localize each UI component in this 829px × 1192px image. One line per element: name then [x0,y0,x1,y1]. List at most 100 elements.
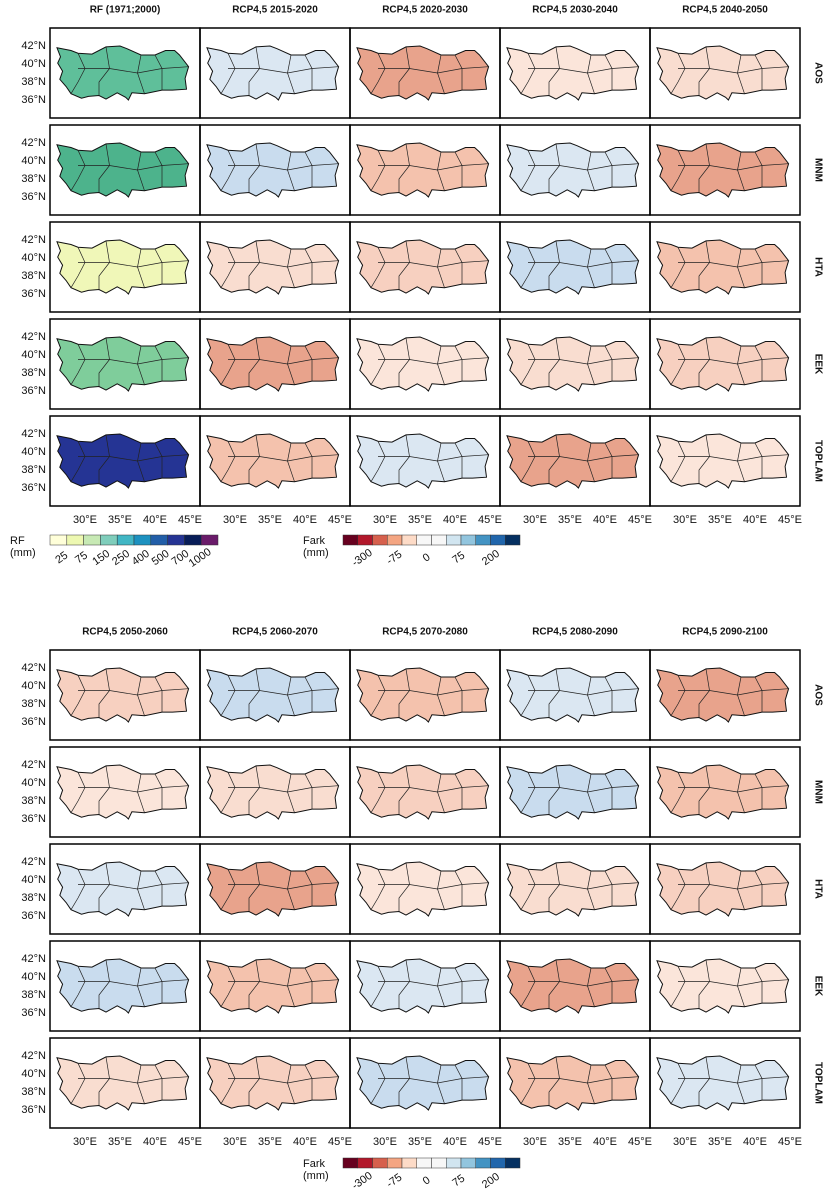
lon-tick-label: 45°E [628,514,652,526]
colorbar-cell [67,535,84,545]
colorbar-cell [417,1158,432,1168]
map-panel [650,28,800,118]
colorbar-title: Fark [303,535,326,547]
map-panel [650,319,800,409]
colorbar-label: -300 [350,1170,375,1192]
map-panel [500,416,650,506]
map-panel [650,222,800,312]
colorbar-cell [358,1158,373,1168]
lat-tick-label: 36°N [21,910,46,922]
lon-tick-label: 45°E [478,514,502,526]
country-shape [657,337,789,391]
map-panel [650,747,800,837]
map-panel [650,1038,800,1128]
lon-tick-label: 45°E [178,1136,202,1148]
country-shape [207,959,339,1013]
lon-tick-label: 30°E [523,1136,547,1148]
lat-tick-label: 40°N [21,446,46,458]
lat-tick-label: 40°N [21,155,46,167]
map-panel [350,28,500,118]
lat-tick-label: 40°N [21,680,46,692]
lat-tick-label: 38°N [21,698,46,710]
country-shape [657,668,789,722]
country-shape [207,240,339,294]
country-shape [57,862,189,916]
country-shape [57,434,189,488]
colorbar-cell [402,535,417,545]
column-title: RCP4,5 2070-2080 [382,627,468,638]
lon-tick-label: 40°E [293,514,317,526]
lat-tick-label: 38°N [21,270,46,282]
map-panel [200,650,350,740]
lat-tick-label: 36°N [21,94,46,106]
row-label: MNM [812,780,823,804]
lat-tick-label: 42°N [21,137,46,149]
lon-tick-label: 35°E [258,1136,282,1148]
colorbar-cell [100,535,117,545]
map-panel [50,222,200,312]
lat-tick-label: 36°N [21,1007,46,1019]
lat-tick-label: 42°N [21,856,46,868]
colorbar-title: RF [10,535,25,547]
map-panel [350,125,500,215]
map-panel [50,319,200,409]
colorbar-cell [343,1158,358,1168]
colorbar-cell [505,1158,520,1168]
map-panel [350,844,500,934]
map-panel [200,125,350,215]
colorbar-label: -75 [384,548,404,567]
country-shape [57,240,189,294]
country-shape [57,1056,189,1110]
country-shape [507,1056,639,1110]
country-shape [657,143,789,197]
map-panel [350,319,500,409]
lon-tick-label: 40°E [143,1136,167,1148]
colorbar-cell [491,1158,506,1168]
lat-tick-label: 40°N [21,58,46,70]
column-title: RCP4,5 2080-2090 [532,627,618,638]
lon-tick-label: 35°E [558,1136,582,1148]
colorbar-cell [432,535,447,545]
colorbar-cell [491,535,506,545]
lat-tick-label: 36°N [21,813,46,825]
lon-tick-label: 45°E [328,1136,352,1148]
country-shape [657,862,789,916]
lon-tick-label: 35°E [108,514,132,526]
lat-tick-label: 40°N [21,252,46,264]
row-label: TOPLAM [812,440,823,482]
country-shape [657,1056,789,1110]
map-panel [650,844,800,934]
lat-tick-label: 38°N [21,1086,46,1098]
colorbar-label: 75 [73,549,90,566]
country-shape [357,765,489,819]
lat-tick-label: 36°N [21,191,46,203]
colorbar-cell [476,535,491,545]
colorbar-cell [461,535,476,545]
map-panel [200,1038,350,1128]
lon-tick-label: 30°E [523,514,547,526]
colorbar-cell [432,1158,447,1168]
lon-tick-label: 30°E [373,1136,397,1148]
colorbar-cell [184,535,201,545]
colorbar-label: -300 [350,547,375,569]
lon-tick-label: 45°E [778,1136,802,1148]
colorbar-label: 0 [421,551,433,564]
lat-tick-label: 36°N [21,482,46,494]
map-panel [500,941,650,1031]
lat-tick-label: 36°N [21,385,46,397]
row-label: EEK [812,354,823,375]
lat-tick-label: 36°N [21,288,46,300]
country-shape [57,959,189,1013]
country-shape [57,46,189,100]
map-panel [500,125,650,215]
colorbar-cell [343,535,358,545]
column-title: RCP4,5 2040-2050 [682,5,768,16]
country-shape [207,1056,339,1110]
lon-tick-label: 35°E [408,514,432,526]
map-panel [650,941,800,1031]
column-title: RCP4,5 2060-2070 [232,627,318,638]
map-panel [50,650,200,740]
country-shape [357,434,489,488]
country-shape [657,240,789,294]
lon-tick-label: 40°E [743,514,767,526]
